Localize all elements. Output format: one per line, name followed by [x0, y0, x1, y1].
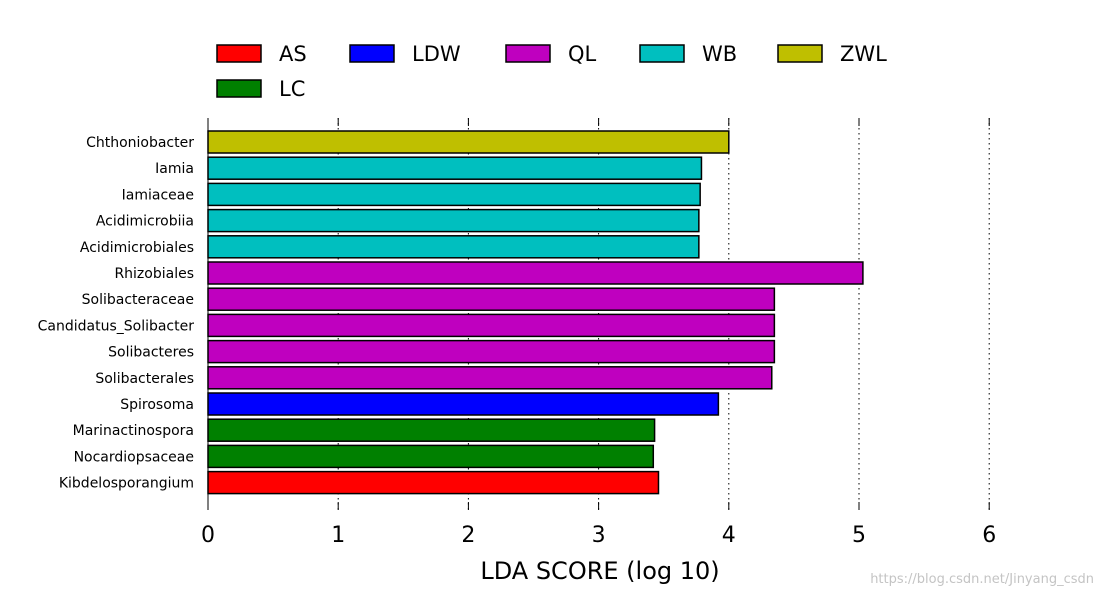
bar-candidatus_solibacter: [207, 313, 776, 338]
bar-chthoniobacter: [207, 130, 730, 154]
bar-label: Kibdelosporangium: [59, 476, 194, 492]
bar-solibacteres: [207, 339, 776, 364]
bar-label: Solibacterales: [95, 371, 194, 387]
x-axis-title: LDA SCORE (log 10): [480, 557, 719, 585]
legend-label: QL: [568, 42, 597, 66]
x-tick-label: 1: [331, 523, 345, 548]
bar-spirosoma: [207, 392, 720, 416]
bar-solibacterales: [207, 366, 773, 390]
legend-swatch-ldw: [349, 44, 395, 63]
bar-iamia: [207, 156, 703, 180]
legend-label: WB: [702, 42, 737, 66]
legend-label: LC: [279, 77, 305, 101]
bar-label: Iamiaceae: [122, 187, 194, 203]
legend-swatch-as: [216, 44, 262, 63]
bar-label: Acidimicrobiia: [96, 214, 194, 230]
x-tick-label: 3: [592, 523, 606, 548]
bar-marinactinospora: [207, 418, 656, 442]
legend-swatch-lc: [216, 79, 262, 98]
bar-label: Marinactinospora: [73, 423, 194, 439]
bar-rhizobiales: [207, 261, 864, 285]
bar-acidimicrobiia: [207, 208, 700, 233]
bar-iamiaceae: [207, 182, 701, 207]
legend-label: LDW: [412, 42, 461, 66]
legend-swatch-wb: [639, 44, 685, 63]
x-tick-label: 4: [722, 523, 736, 548]
watermark-text: https://blog.csdn.net/Jinyang_csdn: [870, 572, 1094, 587]
x-tick-label: 6: [982, 523, 996, 548]
bar-label: Rhizobiales: [114, 266, 194, 282]
x-tick-label: 5: [852, 523, 866, 548]
bar-nocardiopsaceae: [207, 444, 655, 469]
bar-label: Chthoniobacter: [86, 135, 194, 151]
bar-kibdelosporangium: [207, 470, 660, 495]
legend-label: AS: [279, 42, 307, 66]
bar-label: Solibacteres: [108, 345, 194, 361]
legend-swatch-zwl: [777, 44, 823, 63]
bar-label: Nocardiopsaceae: [74, 449, 194, 465]
bar-solibacteraceae: [207, 287, 776, 311]
bar-acidimicrobiales: [207, 235, 700, 259]
x-tick-label: 2: [461, 523, 475, 548]
legend-swatch-ql: [505, 44, 551, 63]
bar-label: Solibacteraceae: [82, 292, 194, 308]
bar-label: Iamia: [155, 161, 194, 177]
legend-label: ZWL: [840, 42, 887, 66]
x-tick-label: 0: [201, 523, 215, 548]
bar-label: Acidimicrobiales: [80, 240, 194, 256]
bar-label: Spirosoma: [120, 397, 194, 413]
bar-label: Candidatus_Solibacter: [38, 318, 195, 334]
